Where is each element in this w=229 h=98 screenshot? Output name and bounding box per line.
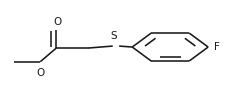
Text: S: S [110, 31, 116, 41]
Text: O: O [36, 68, 44, 78]
Text: F: F [213, 42, 219, 52]
Text: O: O [53, 17, 61, 27]
